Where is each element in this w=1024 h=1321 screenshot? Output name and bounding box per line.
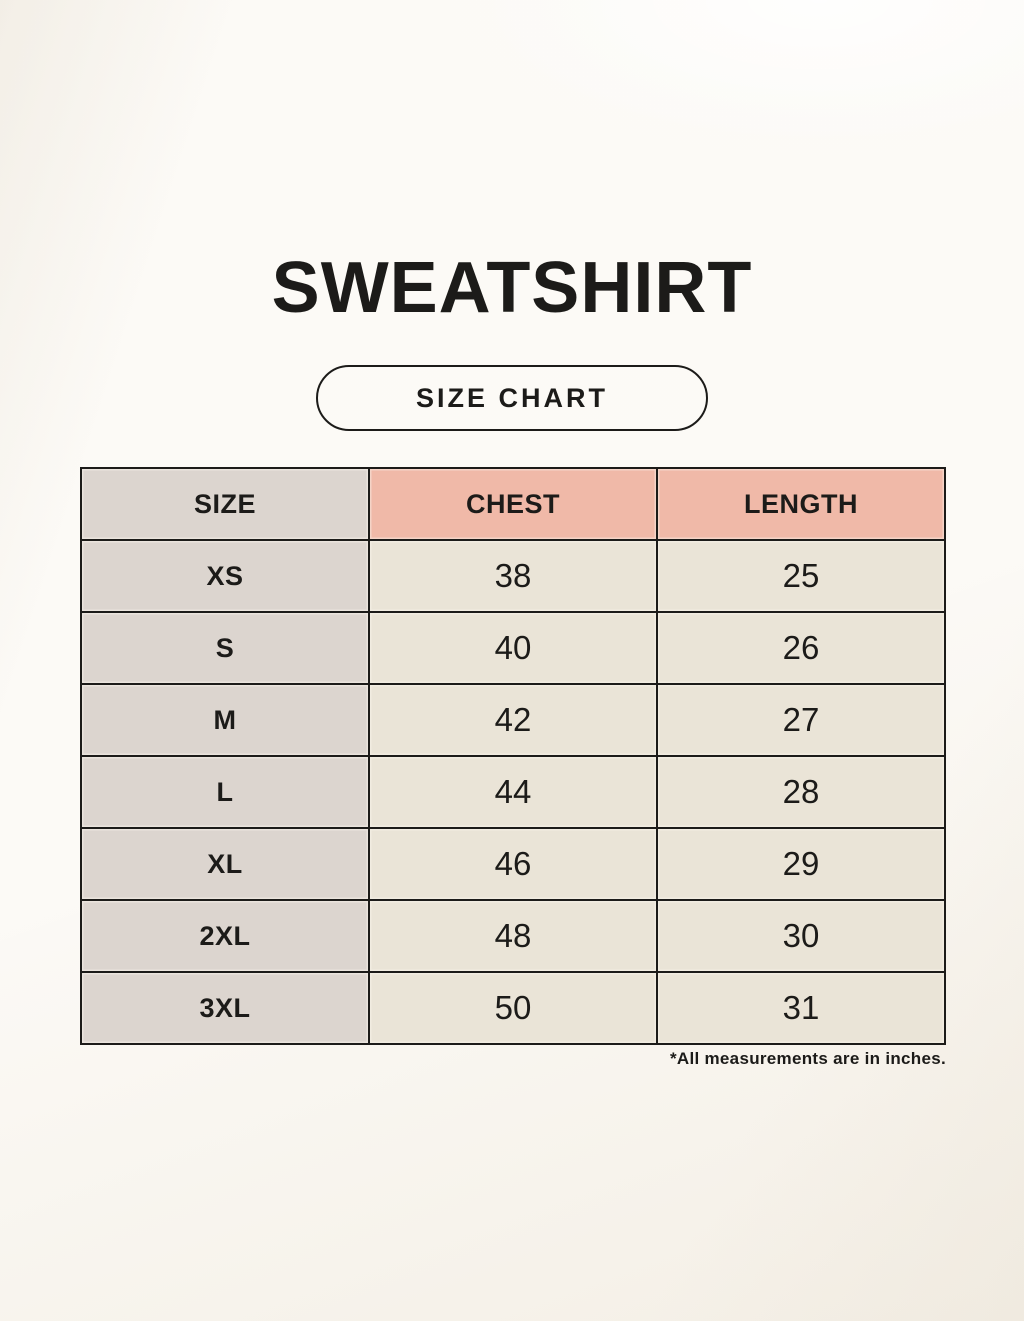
size-cell: M xyxy=(80,683,370,757)
chest-cell: 40 xyxy=(368,611,658,685)
column-header-chest: CHEST xyxy=(368,467,658,541)
size-cell: XL xyxy=(80,827,370,901)
size-chart-button[interactable]: SIZE CHART xyxy=(316,365,708,431)
chest-cell: 50 xyxy=(368,971,658,1045)
size-cell: S xyxy=(80,611,370,685)
length-cell: 28 xyxy=(656,755,946,829)
table-row: XL 46 29 xyxy=(80,827,946,901)
size-cell: L xyxy=(80,755,370,829)
table-row: L 44 28 xyxy=(80,755,946,829)
length-cell: 31 xyxy=(656,971,946,1045)
length-cell: 26 xyxy=(656,611,946,685)
chest-cell: 44 xyxy=(368,755,658,829)
table-row: 3XL 50 31 xyxy=(80,971,946,1045)
length-cell: 30 xyxy=(656,899,946,973)
size-chart-table: SIZE CHEST LENGTH XS 38 25 S 40 26 M 42 27 L 44 28 X… xyxy=(80,467,946,1045)
chest-cell: 42 xyxy=(368,683,658,757)
chest-cell: 46 xyxy=(368,827,658,901)
size-chart-table-header: SIZE CHEST LENGTH xyxy=(80,467,946,541)
length-cell: 27 xyxy=(656,683,946,757)
table-row: 2XL 48 30 xyxy=(80,899,946,973)
column-header-size: SIZE xyxy=(80,467,370,541)
length-cell: 25 xyxy=(656,539,946,613)
size-cell: 2XL xyxy=(80,899,370,973)
table-row: S 40 26 xyxy=(80,611,946,685)
table-row: XS 38 25 xyxy=(80,539,946,613)
column-header-length: LENGTH xyxy=(656,467,946,541)
chest-cell: 48 xyxy=(368,899,658,973)
table-row: M 42 27 xyxy=(80,683,946,757)
measurements-note: *All measurements are in inches. xyxy=(669,1049,946,1068)
size-cell: 3XL xyxy=(80,971,370,1045)
size-chart-table-body: XS 38 25 S 40 26 M 42 27 L 44 28 XL 46 29 2XL 48 30 3XL 50 3… xyxy=(80,539,946,1045)
page-title: SWEATSHIRT xyxy=(271,248,753,328)
length-cell: 29 xyxy=(656,827,946,901)
chest-cell: 38 xyxy=(368,539,658,613)
size-cell: XS xyxy=(80,539,370,613)
header-row: SIZE CHEST LENGTH xyxy=(80,467,946,541)
size-chart-button-label: SIZE CHART xyxy=(416,382,608,413)
